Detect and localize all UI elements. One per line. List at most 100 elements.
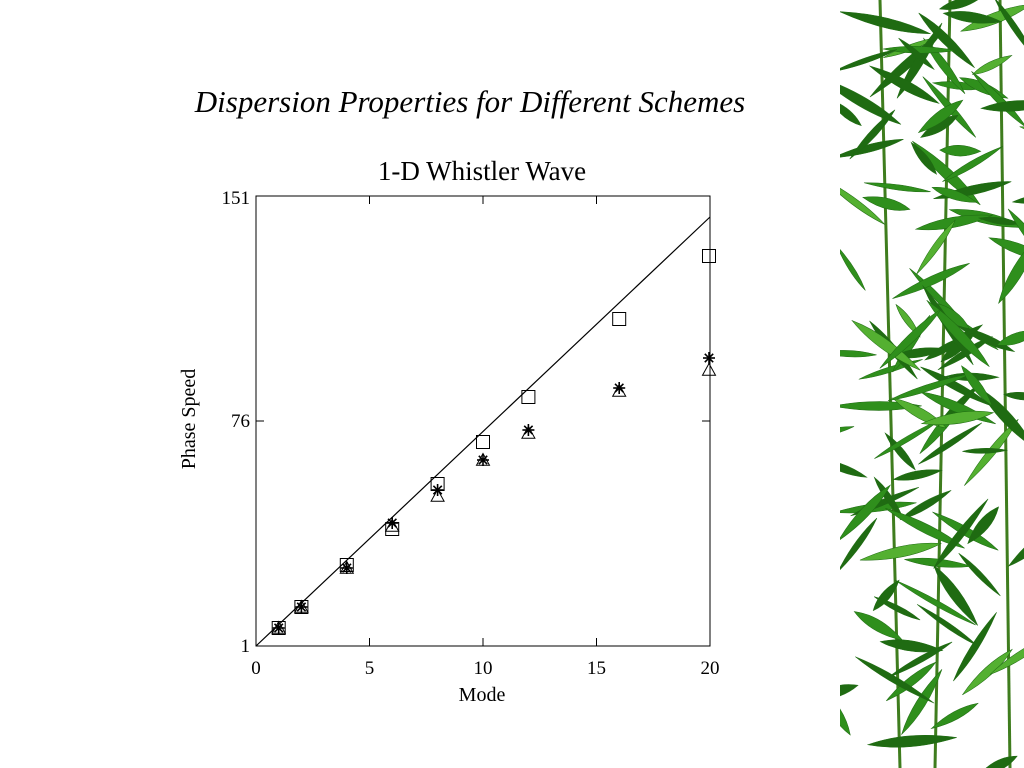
bamboo-leaf bbox=[980, 100, 1024, 112]
bamboo-leaf bbox=[958, 552, 1001, 597]
bamboo-leaf bbox=[942, 11, 1003, 24]
y-axis-label: Phase Speed bbox=[178, 369, 200, 470]
bamboo-leaf bbox=[910, 141, 938, 175]
bamboo-leaf bbox=[998, 235, 1024, 305]
x-axis-label: Mode bbox=[459, 684, 506, 706]
bamboo-leaf bbox=[920, 410, 995, 425]
bamboo-leaf bbox=[886, 661, 937, 702]
bamboo-leaf bbox=[971, 71, 1024, 128]
bamboo-leaf bbox=[932, 511, 999, 551]
square-point bbox=[521, 390, 536, 404]
asterisk-point bbox=[477, 454, 489, 466]
bamboo-leaf bbox=[916, 219, 956, 275]
bamboo-leaf bbox=[840, 49, 898, 73]
bamboo-leaf bbox=[872, 579, 900, 612]
bamboo-leaf bbox=[855, 656, 935, 704]
slide-title: Dispersion Properties for Different Sche… bbox=[194, 84, 746, 119]
bamboo-leaf bbox=[840, 139, 904, 159]
series-asterisk bbox=[272, 352, 715, 634]
x-tick-label: 5 bbox=[365, 658, 375, 679]
bamboo-leaf bbox=[918, 12, 975, 69]
bamboo-leaf bbox=[953, 612, 997, 682]
series-triangle bbox=[271, 362, 717, 634]
bamboo-leaf bbox=[883, 45, 956, 54]
x-tick-label: 10 bbox=[474, 658, 493, 679]
bamboo-leaf bbox=[840, 245, 866, 291]
data-markers bbox=[271, 249, 717, 635]
bamboo-leaf bbox=[840, 178, 886, 225]
bamboo-leaf bbox=[853, 611, 904, 641]
bamboo-leaf bbox=[892, 469, 943, 481]
y-tick-label: 151 bbox=[222, 188, 251, 209]
bamboo-leaf bbox=[926, 299, 990, 367]
bamboo-leaf bbox=[840, 426, 855, 440]
bamboo-leaf bbox=[840, 484, 891, 542]
bamboo-leaf bbox=[885, 508, 965, 549]
bamboo-leaf bbox=[873, 596, 921, 621]
bamboo-leaf bbox=[931, 187, 978, 203]
bamboo-leaf bbox=[939, 0, 983, 10]
bamboo-leaf bbox=[892, 263, 970, 299]
bamboo-leaf bbox=[996, 330, 1024, 346]
bamboo-leaf bbox=[879, 308, 942, 369]
chart-title: 1-D Whistler Wave bbox=[378, 156, 586, 186]
bamboo-leaf bbox=[1019, 126, 1024, 147]
bamboo-leaf bbox=[894, 579, 976, 626]
bamboo-leaf bbox=[840, 76, 902, 125]
square-point bbox=[612, 312, 627, 326]
asterisk-point bbox=[703, 352, 715, 364]
asterisk-point bbox=[522, 424, 535, 436]
asterisk-point bbox=[295, 601, 308, 613]
bamboo-leaf bbox=[840, 517, 878, 573]
bamboo-leaf bbox=[977, 755, 1018, 768]
x-axis-ticks: 0 5 10 15 20 bbox=[251, 196, 720, 679]
bamboo-leaf bbox=[863, 182, 931, 193]
asterisk-point bbox=[340, 562, 353, 574]
bamboo-leaf bbox=[977, 216, 1021, 226]
y-tick-label: 1 bbox=[241, 636, 251, 657]
square-point bbox=[476, 435, 490, 449]
asterisk-point bbox=[431, 484, 444, 496]
bamboo-leaf bbox=[840, 685, 851, 736]
whistler-wave-chart: 1-D Whistler Wave 1 76 151 0 5 10 15 20 Mode P… bbox=[178, 156, 720, 706]
bamboo-leaf bbox=[896, 22, 943, 99]
bamboo-leaf bbox=[840, 98, 862, 126]
bamboo-leaf bbox=[930, 702, 979, 730]
x-tick-label: 20 bbox=[701, 658, 720, 679]
series-square bbox=[271, 249, 716, 635]
bamboo-leaf bbox=[849, 109, 896, 160]
bamboo-leaf bbox=[901, 669, 943, 736]
bamboo-leaf bbox=[971, 55, 1013, 75]
x-tick-label: 0 bbox=[251, 658, 261, 679]
bamboo-leaf bbox=[851, 319, 921, 371]
bamboo-leaf bbox=[978, 387, 1024, 449]
bamboo-leaf bbox=[879, 639, 944, 653]
bamboo-leaf bbox=[840, 350, 877, 358]
bamboo-leaf bbox=[917, 99, 964, 134]
fit-line-layer bbox=[255, 216, 711, 647]
bamboo-leaf bbox=[989, 629, 1024, 675]
bamboo-leaf bbox=[884, 432, 916, 471]
square-point bbox=[702, 249, 716, 263]
bamboo-leaf bbox=[988, 237, 1024, 263]
bamboo-leaf bbox=[895, 303, 921, 338]
bamboo-leaf bbox=[840, 684, 859, 701]
bamboo-leaf bbox=[942, 146, 1003, 182]
bamboo-leaf bbox=[859, 542, 943, 561]
bamboo-leaf bbox=[994, 0, 1024, 61]
asterisk-point bbox=[386, 517, 399, 529]
y-tick-label: 76 bbox=[231, 411, 250, 432]
dispersion-line bbox=[255, 216, 711, 647]
triangle-point bbox=[701, 362, 717, 376]
bamboo-leaf bbox=[869, 65, 940, 104]
bamboo-leaf bbox=[933, 564, 978, 626]
triangle-point bbox=[430, 488, 445, 502]
asterisk-point bbox=[613, 382, 626, 394]
bamboo-leaf bbox=[840, 457, 868, 478]
bamboo-leaf bbox=[1011, 193, 1024, 204]
bamboo-leaf bbox=[840, 11, 931, 35]
bamboo-leaf bbox=[939, 145, 982, 157]
bamboo-stem bbox=[998, 0, 1012, 768]
bamboo-leaf bbox=[916, 604, 978, 646]
